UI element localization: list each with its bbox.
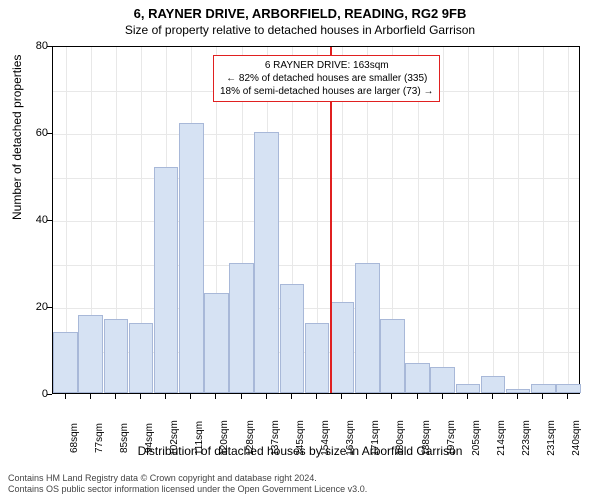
- bar: [456, 384, 481, 393]
- xtick-mark: [442, 394, 443, 399]
- chart-plot-area: 6 RAYNER DRIVE: 163sqm← 82% of detached …: [52, 46, 580, 394]
- info-line-3: 18% of semi-detached houses are larger (…: [220, 85, 433, 98]
- xtick-mark: [165, 394, 166, 399]
- bar: [355, 263, 380, 394]
- ytick-mark: [47, 394, 52, 395]
- xtick-label: 180sqm: [395, 420, 406, 456]
- info-line-1: 6 RAYNER DRIVE: 163sqm: [220, 59, 433, 72]
- bar: [556, 384, 581, 393]
- ytick-mark: [47, 220, 52, 221]
- bar: [154, 167, 179, 393]
- ytick-mark: [47, 307, 52, 308]
- xtick-mark: [241, 394, 242, 399]
- grid-line-v: [518, 47, 519, 393]
- xtick-label: 205sqm: [471, 420, 482, 456]
- grid-line-v: [443, 47, 444, 393]
- xtick-mark: [215, 394, 216, 399]
- bar: [531, 384, 556, 393]
- xtick-mark: [266, 394, 267, 399]
- xtick-label: 120sqm: [219, 420, 230, 456]
- footer-line-2: Contains OS public sector information li…: [8, 484, 592, 496]
- xtick-label: 231sqm: [546, 420, 557, 456]
- bar: [53, 332, 78, 393]
- bar: [430, 367, 455, 393]
- bar: [280, 284, 305, 393]
- xtick-mark: [140, 394, 141, 399]
- grid-line-h: [53, 308, 579, 309]
- xtick-mark: [65, 394, 66, 399]
- xtick-label: 111sqm: [194, 421, 205, 455]
- footer-line-1: Contains HM Land Registry data © Crown c…: [8, 473, 592, 485]
- y-axis-label: Number of detached properties: [10, 55, 24, 220]
- grid-line-h: [53, 265, 579, 266]
- xtick-mark: [115, 394, 116, 399]
- xtick-mark: [467, 394, 468, 399]
- xtick-label: 188sqm: [421, 420, 432, 456]
- xtick-mark: [391, 394, 392, 399]
- xtick-label: 223sqm: [521, 420, 532, 456]
- footer-attribution: Contains HM Land Registry data © Crown c…: [8, 473, 592, 496]
- bar: [481, 376, 506, 393]
- xtick-label: 163sqm: [345, 420, 356, 456]
- xtick-mark: [316, 394, 317, 399]
- grid-line-v: [568, 47, 569, 393]
- grid-line-h: [53, 221, 579, 222]
- bar: [506, 389, 531, 393]
- chart-title-sub: Size of property relative to detached ho…: [0, 21, 600, 37]
- bar: [104, 319, 129, 393]
- xtick-label: 197sqm: [446, 420, 457, 456]
- xtick-label: 154sqm: [320, 420, 331, 456]
- bar: [78, 315, 103, 393]
- xtick-label: 77sqm: [94, 423, 105, 453]
- grid-line-v: [468, 47, 469, 393]
- xtick-label: 102sqm: [169, 420, 180, 456]
- xtick-mark: [567, 394, 568, 399]
- xtick-label: 85sqm: [119, 423, 130, 453]
- xtick-mark: [417, 394, 418, 399]
- info-box: 6 RAYNER DRIVE: 163sqm← 82% of detached …: [213, 55, 440, 102]
- grid-line-v: [493, 47, 494, 393]
- bar: [254, 132, 279, 393]
- xtick-mark: [542, 394, 543, 399]
- xtick-label: 145sqm: [295, 420, 306, 456]
- xtick-label: 171sqm: [370, 420, 381, 456]
- xtick-label: 137sqm: [270, 420, 281, 456]
- ytick-mark: [47, 133, 52, 134]
- bar: [380, 319, 405, 393]
- xtick-label: 68sqm: [69, 423, 80, 453]
- bar: [229, 263, 254, 394]
- bar: [204, 293, 229, 393]
- xtick-mark: [366, 394, 367, 399]
- xtick-mark: [90, 394, 91, 399]
- bar: [405, 363, 430, 393]
- info-line-2: ← 82% of detached houses are smaller (33…: [220, 72, 433, 85]
- xtick-label: 240sqm: [571, 420, 582, 456]
- xtick-mark: [291, 394, 292, 399]
- chart-title-main: 6, RAYNER DRIVE, ARBORFIELD, READING, RG…: [0, 0, 600, 21]
- xtick-mark: [190, 394, 191, 399]
- xtick-mark: [341, 394, 342, 399]
- grid-line-h: [53, 134, 579, 135]
- bar: [305, 323, 330, 393]
- xtick-label: 94sqm: [144, 423, 155, 453]
- xtick-label: 128sqm: [245, 420, 256, 456]
- xtick-mark: [517, 394, 518, 399]
- bar: [129, 323, 154, 393]
- bar: [330, 302, 355, 393]
- xtick-mark: [492, 394, 493, 399]
- ytick-mark: [47, 46, 52, 47]
- grid-line-h: [53, 178, 579, 179]
- grid-line-v: [543, 47, 544, 393]
- xtick-label: 214sqm: [496, 420, 507, 456]
- bar: [179, 123, 204, 393]
